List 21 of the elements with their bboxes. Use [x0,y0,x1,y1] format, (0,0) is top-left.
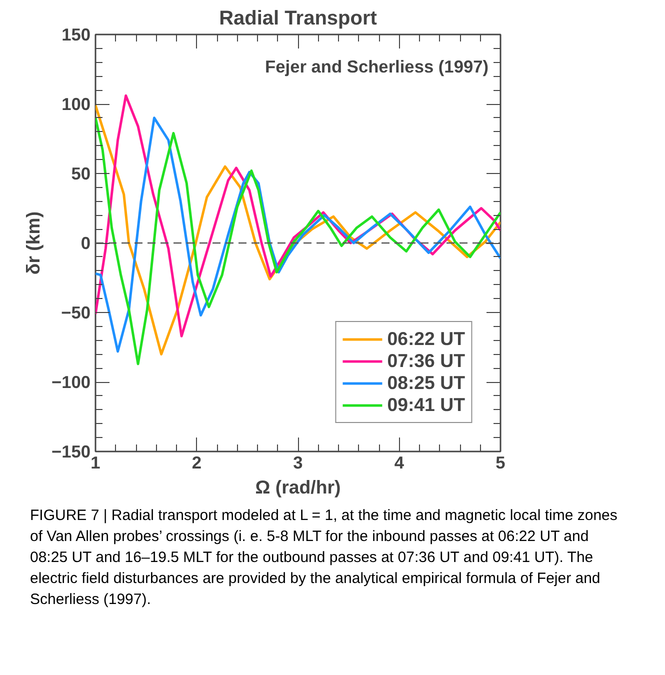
y-axis-title: δr (km) [22,211,44,275]
y-tick-label: 150 [62,24,91,44]
x-axis-title: Ω (rad/hr) [255,476,341,498]
caption: FIGURE 7 | Radial transport modeled at L = 1, at the time and magnetic local time zones of Van Allen probes’ crossings (i. e. 5-8 MLT for the inbound passes at 06:22 UT and 08:25 UT and 16–19.5 MLT for the outbound passes at 07:36 UT and 09:41 UT). The electric field disturbances are provided by the analytical empirical formula of Fejer and Scherliess (1997). [30,506,618,610]
x-tick-label: 5 [496,452,506,472]
x-tick-label: 4 [394,452,404,472]
y-tick-label: −50 [61,302,91,322]
y-tick-label: −100 [51,372,90,392]
x-tick-label: 1 [90,452,101,472]
annotation: Fejer and Scherliess (1997) [265,56,489,76]
y-tick-label: −150 [51,442,90,462]
legend-label: 07:36 UT [387,350,465,372]
chart-title: Radial Transport [219,8,378,30]
y-tick-label: 50 [71,164,91,184]
y-tick-label: 100 [62,94,91,114]
legend-label: 08:25 UT [387,372,465,394]
x-tick-label: 3 [293,452,304,472]
legend-label: 06:22 UT [387,328,465,350]
y-tick-label: 0 [80,233,91,253]
legend-label: 09:41 UT [387,394,465,416]
x-tick-label: 2 [192,452,202,472]
